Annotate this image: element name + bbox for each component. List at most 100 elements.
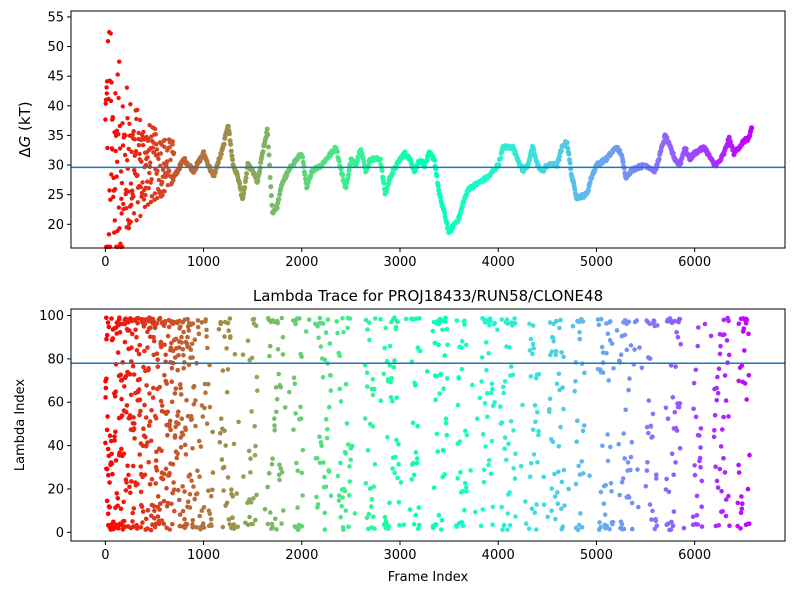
data-point (364, 515, 370, 521)
data-point (459, 345, 464, 350)
data-point (366, 511, 372, 517)
data-point (654, 523, 660, 528)
data-point (158, 344, 164, 350)
y-tick-label: 25 (47, 188, 64, 203)
data-point (280, 334, 286, 340)
data-point (683, 146, 689, 152)
data-point (147, 334, 153, 340)
data-point (727, 523, 732, 528)
data-point (334, 149, 340, 155)
data-point (581, 423, 587, 428)
y-tick-label: 45 (47, 70, 64, 85)
x-tick-label: 2000 (285, 255, 318, 270)
data-point (206, 381, 211, 387)
data-point (501, 390, 507, 396)
data-point (157, 507, 162, 512)
data-point (298, 416, 304, 421)
data-point (103, 385, 109, 391)
data-point (115, 503, 120, 509)
data-point (720, 427, 725, 432)
data-point (343, 185, 349, 190)
data-point (279, 470, 285, 475)
data-point (172, 355, 178, 360)
data-point (650, 411, 656, 417)
data-point (274, 409, 279, 415)
data-point (326, 469, 332, 474)
data-point (350, 443, 355, 449)
data-point (129, 202, 134, 208)
data-point (167, 527, 172, 532)
y-tick-label: 35 (47, 129, 64, 144)
data-point (104, 315, 109, 321)
data-point (200, 414, 206, 419)
data-point (391, 364, 397, 370)
data-point (668, 363, 674, 368)
data-point (217, 440, 223, 445)
data-point (347, 316, 353, 321)
data-point (625, 460, 631, 465)
data-point (647, 356, 653, 361)
data-point (264, 126, 270, 132)
data-point (370, 424, 376, 429)
data-point (110, 336, 116, 341)
data-point (445, 376, 450, 381)
data-point (598, 489, 604, 495)
data-point (444, 221, 450, 227)
data-point (171, 487, 177, 493)
data-point (222, 334, 227, 339)
data-point (155, 357, 160, 362)
data-point (603, 482, 608, 488)
data-point (545, 514, 550, 520)
data-point (488, 390, 494, 396)
data-point (533, 419, 538, 425)
data-point (112, 434, 117, 439)
data-point (740, 501, 745, 507)
data-point (120, 104, 126, 109)
data-point (678, 160, 684, 166)
data-point (502, 379, 508, 384)
data-point (327, 341, 333, 346)
data-point (266, 152, 272, 158)
data-point (523, 521, 529, 526)
bottom-axes-frame (70, 308, 786, 542)
data-point (169, 501, 174, 507)
data-point (325, 317, 331, 322)
data-point (107, 480, 112, 485)
data-point (143, 516, 149, 522)
data-point (125, 463, 130, 469)
data-point (230, 515, 235, 520)
data-point (460, 489, 466, 494)
data-point (604, 523, 610, 529)
data-point (129, 149, 134, 154)
data-point (123, 373, 129, 379)
data-point (456, 376, 462, 381)
data-point (180, 347, 186, 352)
data-point (169, 365, 175, 371)
data-point (192, 496, 197, 502)
data-point (414, 460, 420, 466)
data-point (394, 437, 399, 443)
data-point (370, 392, 376, 398)
data-point (328, 493, 334, 499)
data-point (109, 316, 114, 321)
data-point (137, 117, 143, 123)
data-point (388, 379, 394, 385)
data-point (726, 352, 732, 358)
data-point (132, 436, 137, 441)
data-point (690, 514, 696, 520)
data-point (149, 477, 155, 482)
data-point (596, 322, 602, 328)
data-point (126, 225, 132, 231)
data-point (103, 101, 108, 106)
data-point (696, 325, 701, 330)
data-point (369, 497, 375, 502)
data-point (162, 319, 168, 324)
data-point (152, 508, 157, 513)
data-point (551, 338, 556, 344)
data-point (138, 213, 143, 219)
data-point (143, 162, 149, 168)
data-point (341, 527, 346, 532)
data-point (175, 487, 181, 493)
data-point (736, 470, 742, 475)
data-point (300, 159, 306, 165)
